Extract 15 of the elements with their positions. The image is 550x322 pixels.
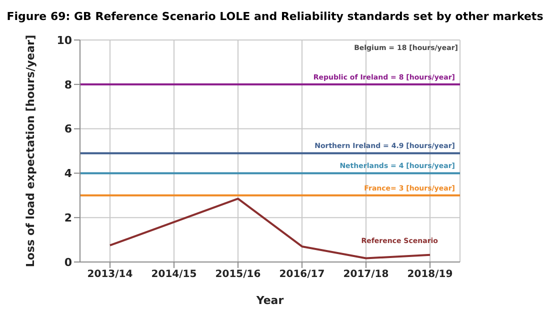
x-axis-title: Year xyxy=(255,294,284,307)
y-tick-label: 8 xyxy=(64,78,72,92)
y-tick-label: 6 xyxy=(64,122,72,136)
x-tick-label: 2016/17 xyxy=(279,269,325,280)
x-tick-label: 2015/16 xyxy=(215,269,261,280)
x-tick-label: 2017/18 xyxy=(343,269,389,280)
y-tick-label: 2 xyxy=(64,212,72,225)
x-tick-label: 2013/14 xyxy=(87,269,133,280)
y-tick-label: 0 xyxy=(64,256,72,269)
y-tick-label: 4 xyxy=(64,167,72,180)
x-tick-label: 2018/19 xyxy=(407,269,453,280)
y-tick-label: 10 xyxy=(56,34,72,47)
y-axis-title: Loss of load expectation [hours/year] xyxy=(24,34,37,268)
chart-title: Figure 69: GB Reference Scenario LOLE and Reliability standards set by other markets xyxy=(6,10,544,23)
x-tick-label: 2014/15 xyxy=(151,269,197,280)
